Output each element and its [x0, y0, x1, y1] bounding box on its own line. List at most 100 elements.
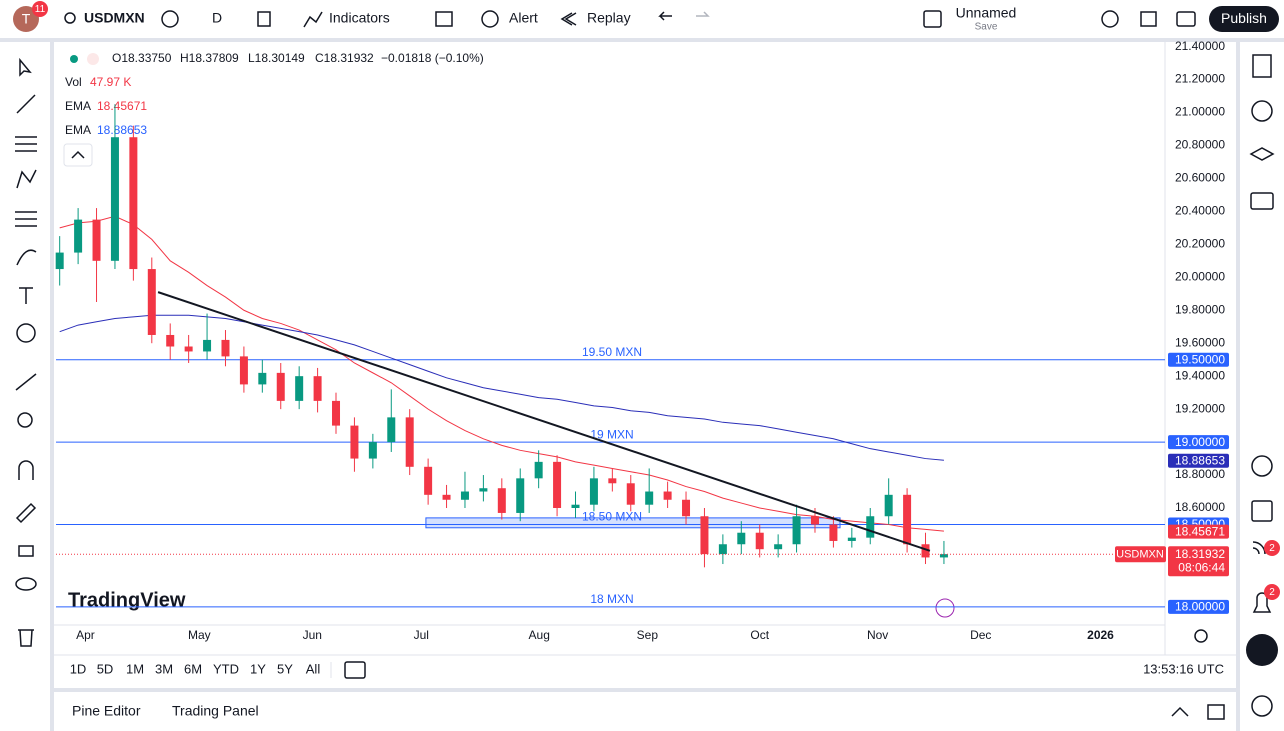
candle-body [129, 137, 138, 270]
candle-body [203, 339, 212, 352]
price-zone [425, 517, 841, 529]
add-symbol[interactable] [161, 10, 179, 28]
interval[interactable]: D [212, 10, 222, 26]
layers[interactable] [1249, 147, 1275, 161]
range-button[interactable]: 1M [126, 661, 144, 676]
ruler-tool[interactable] [15, 373, 37, 391]
indicators-icon[interactable] [303, 11, 323, 28]
date-range[interactable] [344, 661, 366, 679]
notification-count: 11 [35, 4, 46, 15]
emoji-tool[interactable] [16, 323, 36, 343]
delete-tool[interactable] [18, 629, 34, 647]
x-tick-label: Oct [750, 628, 769, 642]
sidebar-badge-count: 2 [1269, 587, 1275, 598]
settings[interactable] [1101, 10, 1119, 28]
y-tick-label: 19.60000 [1175, 335, 1225, 349]
alert-icon[interactable] [481, 10, 499, 28]
lightning[interactable] [935, 598, 955, 618]
volume-value: 47.97 K [90, 75, 131, 89]
lock-drawing[interactable] [15, 502, 37, 524]
magnet-tool[interactable] [18, 460, 34, 480]
pattern-tool[interactable] [16, 169, 37, 189]
range-button[interactable]: 1Y [250, 661, 266, 676]
range-button[interactable]: YTD [213, 661, 239, 676]
publish-button[interactable] [1209, 6, 1279, 32]
x-tick-label: 2026 [1087, 628, 1114, 642]
range-button[interactable]: All [306, 661, 321, 676]
sidebar-badge [1264, 540, 1280, 556]
lock-tool[interactable] [18, 545, 34, 557]
candle-body [74, 219, 83, 253]
alert[interactable]: Alert [509, 10, 538, 26]
chart-panel [54, 42, 1236, 688]
visibility-tool[interactable] [15, 577, 37, 591]
range-button[interactable]: 5D [97, 661, 114, 676]
panel-tab[interactable]: Trading Panel [172, 703, 259, 719]
chats[interactable] [1250, 192, 1274, 210]
top-toolbar [0, 0, 1284, 38]
sidebar-badge-count: 2 [1269, 543, 1275, 554]
cursor-tool[interactable] [19, 57, 32, 77]
collapse-legend[interactable] [63, 143, 93, 167]
streams[interactable] [1252, 541, 1266, 555]
replay[interactable]: Replay [587, 10, 631, 26]
trendline-tool[interactable] [16, 94, 36, 114]
y-tick-label: 19.80000 [1175, 302, 1225, 316]
candle-body [810, 516, 819, 525]
drawing-tools [15, 57, 37, 647]
candle-body [755, 532, 764, 550]
snapshot[interactable] [1176, 11, 1196, 27]
range-button[interactable]: 3M [155, 661, 173, 676]
layout-name[interactable]: Unnamed [956, 5, 1017, 21]
products[interactable] [1246, 634, 1278, 666]
replay-icon[interactable] [560, 12, 577, 26]
indicators[interactable]: Indicators [329, 10, 390, 26]
price-badge [1168, 599, 1229, 614]
ohlc-value: −0.01818 (−0.10%) [381, 51, 484, 65]
candle-body [553, 461, 562, 508]
y-tick-label: 20.40000 [1175, 204, 1225, 218]
y-tick-label: 19.40000 [1175, 368, 1225, 382]
horizontal-line-label: 19.50 MXN [582, 345, 642, 359]
candle-body [700, 516, 709, 555]
candle-body [884, 494, 893, 517]
calendar[interactable] [1251, 500, 1273, 522]
panel-tab[interactable]: Pine Editor [72, 703, 141, 719]
x-tick-label: Apr [76, 628, 95, 642]
ideas[interactable] [1251, 455, 1273, 477]
templates[interactable] [435, 11, 453, 27]
fib-tool[interactable] [15, 211, 37, 227]
redo[interactable] [696, 11, 710, 17]
y-tick-label: 21.40000 [1175, 39, 1225, 53]
symbol[interactable]: USDMXN [84, 10, 145, 26]
price-badge [1168, 352, 1229, 367]
range-button[interactable]: 6M [184, 661, 202, 676]
avatar[interactable] [13, 6, 39, 32]
chart-type[interactable] [257, 11, 271, 27]
candle-body [55, 252, 64, 270]
candle-body [313, 376, 322, 401]
text-tool[interactable] [19, 287, 33, 304]
fullscreen[interactable] [1140, 11, 1157, 27]
watchlist[interactable] [1252, 54, 1272, 78]
y-tick-label: 21.20000 [1175, 72, 1225, 86]
zoom-tool[interactable] [17, 412, 33, 428]
search-icon[interactable] [64, 12, 76, 24]
undo[interactable] [658, 11, 672, 21]
right-tools [1249, 54, 1275, 717]
axis-settings[interactable] [1194, 629, 1208, 643]
alerts-panel[interactable] [1251, 100, 1273, 122]
range-button[interactable]: 5Y [277, 661, 293, 676]
notifications[interactable] [1252, 592, 1272, 613]
countdown: 08:06:44 [1178, 560, 1225, 574]
brush-tool[interactable] [16, 249, 37, 266]
lines-tool[interactable] [15, 136, 37, 152]
layout-icon[interactable] [923, 10, 942, 28]
help[interactable] [1251, 695, 1273, 717]
sidebar-badge [1264, 584, 1280, 600]
expand-panel[interactable] [1171, 706, 1189, 717]
save[interactable]: Save [975, 22, 998, 33]
range-button[interactable]: 1D [70, 661, 87, 676]
candle-body [589, 478, 598, 505]
maximize-panel[interactable] [1207, 704, 1225, 720]
